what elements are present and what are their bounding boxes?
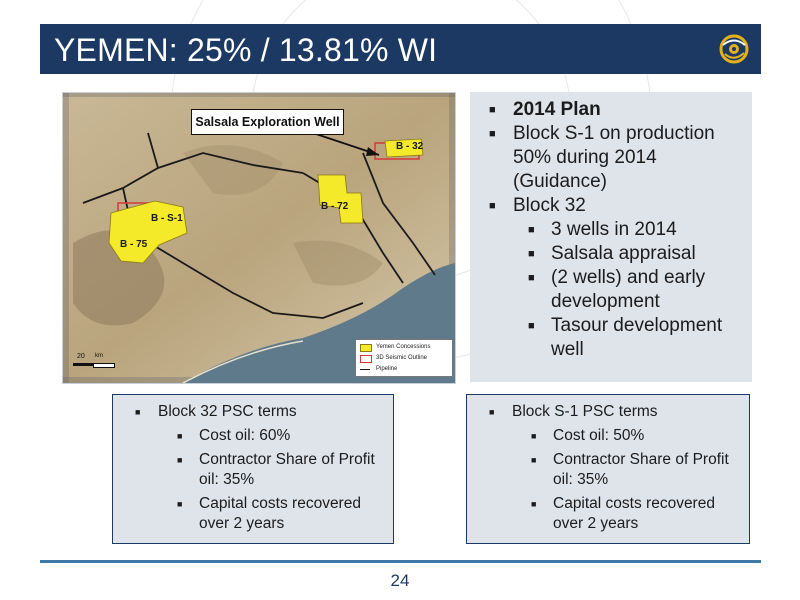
scale-unit: km	[95, 353, 103, 359]
scale-value: 20	[77, 353, 85, 360]
block-label-b72: B - 72	[321, 201, 349, 212]
title-bar: YEMEN: 25% / 13.81% WI	[40, 24, 761, 74]
legend-item: 3D Seismic Outline	[360, 353, 450, 363]
plan-item: ■ 2014 Plan	[489, 99, 601, 120]
map-callout: Salsala Exploration Well	[191, 109, 344, 135]
plan-item: ■ Block S-1 on production 50% during 2014…	[489, 123, 715, 192]
page-title: YEMEN: 25% / 13.81% WI	[54, 32, 438, 68]
plan-subitem: ■ Tasour development well	[528, 315, 723, 360]
plan-subitem: ■ (2 wells) and early development	[528, 267, 706, 312]
block32-terms-panel: ■ Block 32 PSC terms ■ Cost oil: 60% ■ Cont…	[112, 394, 394, 544]
concession-map: Salsala Exploration Well B - 32 B - 72 B…	[62, 92, 456, 384]
plan-item: ■ Block 32	[489, 195, 586, 216]
block-label-b32: B - 32	[396, 141, 424, 152]
legend-item: Pipeline	[360, 364, 450, 374]
terms-item: ■ Capital costs recovered over 2 years	[177, 495, 361, 532]
map-graphic	[63, 93, 455, 383]
terms-item: ■ Contractor Share of Profit oil: 35%	[531, 451, 729, 488]
block-label-b75: B - 75	[120, 239, 148, 250]
plan-subitem: ■ 3 wells in 2014	[528, 219, 677, 240]
footer-rule	[40, 560, 761, 563]
blocks1-terms-panel: ■ Block S-1 PSC terms ■ Cost oil: 50% ■ Con…	[466, 394, 750, 544]
terms-item: ■ Cost oil: 50%	[531, 427, 645, 444]
block-label-bs1: B - S-1	[151, 213, 183, 224]
terms-item: ■ Cost oil: 60%	[177, 427, 291, 444]
legend-item: Yemen Concessions	[360, 342, 450, 352]
terms-heading: ■ Block 32 PSC terms	[135, 403, 297, 420]
terms-heading: ■ Block S-1 PSC terms	[489, 403, 658, 420]
terms-item: ■ Contractor Share of Profit oil: 35%	[177, 451, 375, 488]
terms-item: ■ Capital costs recovered over 2 years	[531, 495, 715, 532]
company-logo-icon	[719, 34, 749, 64]
map-legend: Yemen Concessions 3D Seismic Outline Pip…	[355, 339, 453, 377]
page-number: 24	[390, 571, 410, 590]
plan-panel: ■ 2014 Plan ■ Block S-1 on production 50% …	[470, 92, 752, 382]
plan-subitem: ■ Salsala appraisal	[528, 243, 696, 264]
